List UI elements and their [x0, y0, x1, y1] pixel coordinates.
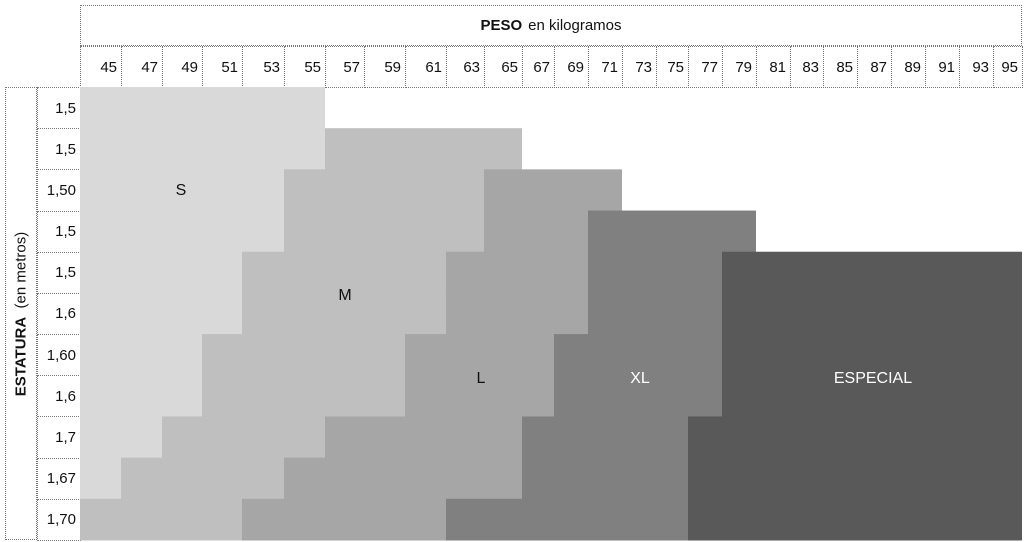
- size-region-l: [446, 292, 588, 335]
- size-region-especial: [722, 292, 1022, 335]
- size-region-s: [80, 375, 202, 417]
- size-label: XL: [630, 370, 650, 387]
- x-tick-label: 95: [993, 46, 1023, 88]
- x-tick-label: 91: [925, 46, 960, 88]
- size-region-xl: [554, 375, 722, 417]
- size-region-l: [405, 375, 554, 417]
- size-region-l: [284, 457, 522, 500]
- size-region-m: [121, 457, 284, 500]
- size-region-m: [284, 169, 484, 212]
- size-region-m: [325, 128, 522, 170]
- size-region-m: [80, 498, 242, 541]
- size-region-s: [80, 334, 202, 376]
- x-tick-label: 47: [121, 46, 163, 88]
- title-suffix: en kilogramos: [528, 17, 622, 34]
- title-bold: PESO: [480, 17, 523, 34]
- size-region-s: [80, 87, 325, 129]
- y-tick-label: 1,60: [37, 334, 81, 377]
- x-tick-label: 85: [823, 46, 858, 88]
- size-region-xl: [554, 334, 722, 376]
- x-tick-label: 69: [554, 46, 589, 88]
- x-tick-label: 57: [325, 46, 365, 88]
- size-region-xl: [522, 416, 688, 459]
- size-region-m: [202, 334, 405, 376]
- size-region-l: [325, 416, 522, 459]
- x-tick-label: 61: [405, 46, 447, 88]
- x-tick-label: 59: [364, 46, 406, 88]
- y-tick-label: 1,67: [37, 457, 81, 500]
- size-region-xl: [522, 457, 688, 500]
- size-region-m: [202, 375, 405, 417]
- size-region-l: [446, 251, 588, 294]
- size-region-especial: [688, 457, 1022, 500]
- size-region-s: [80, 292, 242, 335]
- x-tick-label: 77: [688, 46, 723, 88]
- size-region-l: [242, 498, 446, 541]
- size-region-m: [162, 416, 325, 459]
- size-region-l: [484, 169, 622, 212]
- size-region-m: [242, 251, 446, 294]
- x-tick-label: 87: [857, 46, 892, 88]
- size-region-especial: [688, 498, 1022, 541]
- size-region-m: [284, 210, 484, 253]
- y-tick-label: 1,70: [37, 498, 81, 541]
- y-tick-label: 1,5: [37, 128, 81, 171]
- size-region-xl: [446, 498, 688, 541]
- size-region-s: [80, 457, 121, 500]
- size-region-especial: [722, 334, 1022, 376]
- size-region-l: [484, 210, 588, 253]
- size-label: L: [477, 370, 486, 387]
- x-tick-label: 89: [891, 46, 926, 88]
- size-region-s: [80, 128, 325, 170]
- x-tick-label: 65: [484, 46, 523, 88]
- size-region-s: [80, 416, 162, 459]
- x-tick-label: 79: [722, 46, 757, 88]
- x-tick-label: 93: [959, 46, 994, 88]
- y-tick-label: 1,6: [37, 375, 81, 418]
- size-region-xl: [588, 292, 722, 335]
- size-region-s: [80, 251, 242, 294]
- size-label: M: [338, 287, 351, 304]
- size-region-l: [405, 334, 554, 376]
- size-label: S: [176, 182, 187, 199]
- size-label: ESPECIAL: [834, 370, 912, 387]
- size-region-especial: [722, 251, 1022, 294]
- size-region-especial: [688, 416, 1022, 459]
- y-axis-label: ESTATURA (en metros): [5, 87, 37, 540]
- y-tick-label: 1,5: [37, 210, 81, 253]
- size-region-m: [242, 292, 446, 335]
- size-region-xl: [588, 210, 756, 253]
- x-tick-label: 67: [522, 46, 555, 88]
- x-tick-label: 51: [202, 46, 243, 88]
- size-region-xl: [588, 251, 722, 294]
- chart-title: PESO en kilogramos: [80, 5, 1022, 46]
- size-region-especial: [722, 375, 1022, 417]
- size-region-s: [80, 210, 284, 253]
- x-tick-label: 63: [446, 46, 485, 88]
- x-tick-label: 75: [656, 46, 689, 88]
- x-tick-label: 81: [756, 46, 791, 88]
- x-tick-label: 55: [284, 46, 326, 88]
- size-region-s: [80, 169, 284, 212]
